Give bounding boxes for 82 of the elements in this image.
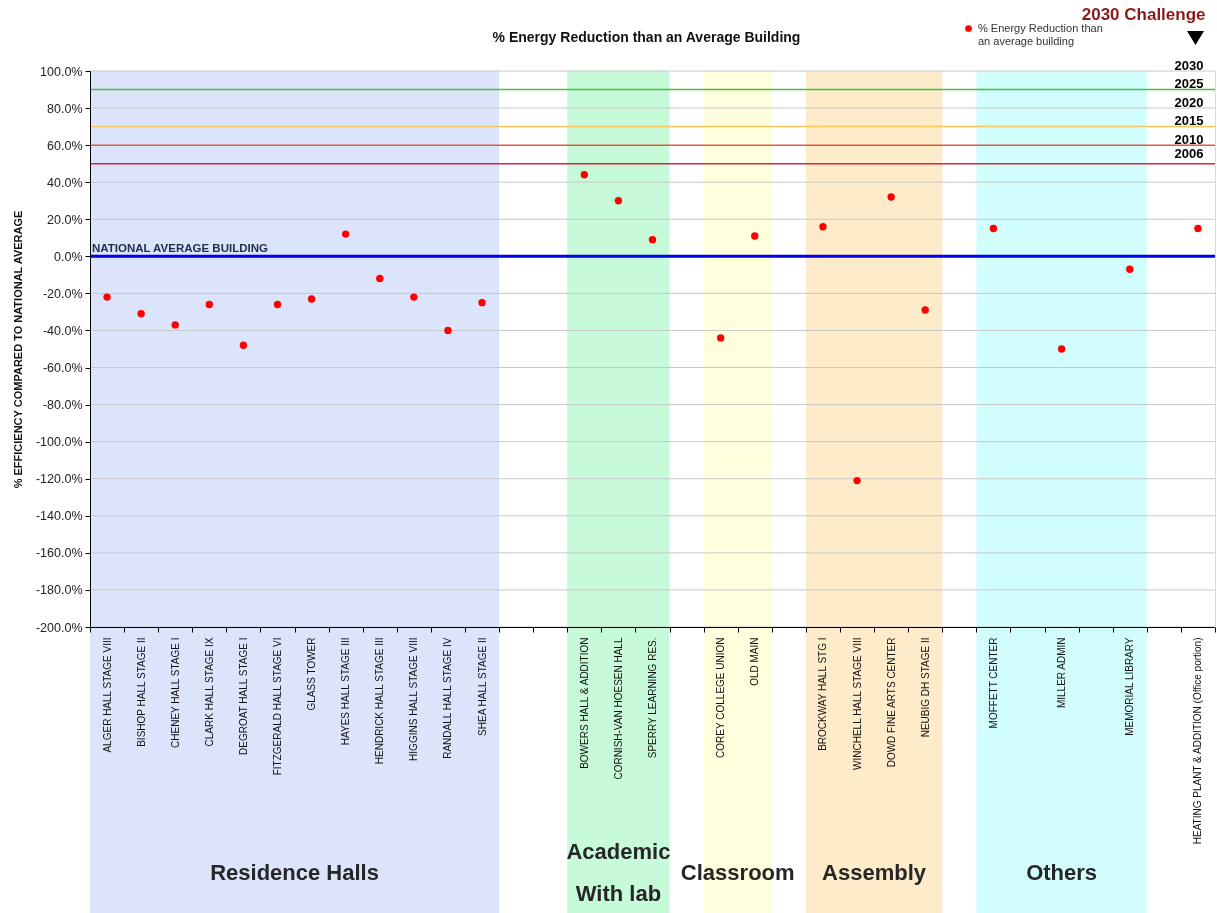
y-tick-label: 60.0%: [47, 138, 83, 153]
y-tick-label: -140.0%: [35, 509, 83, 524]
point: [205, 300, 214, 309]
point: [819, 222, 827, 231]
point: [989, 224, 998, 233]
point: [410, 293, 418, 301]
y2-tick-label: 2006: [1174, 146, 1204, 162]
x-tick-label: HENDRICK HALL STAGE III: [374, 637, 386, 765]
band-label: Residence Halls: [210, 860, 379, 885]
point: [853, 476, 861, 485]
x-tick-label: BISHOP HALL STAGE II: [135, 637, 147, 747]
x-tick-label: DEGROAT HALL STAGE I: [237, 637, 249, 755]
y-axis-title: % EFFICIENCY COMPARED TO NATIONAL AVERAGE: [11, 210, 24, 489]
band-label: Academic With lab: [566, 839, 671, 906]
y-tick-label: 20.0%: [47, 212, 83, 227]
x-tick-label: CORNISH-VAN HOESEN HALL: [612, 637, 624, 780]
x-tick-label: HAYES HALL STAGE III: [340, 637, 352, 746]
point: [273, 300, 282, 309]
band-label: Classroom: [680, 860, 795, 885]
y2-axis-title: 2030 Challenge: [1081, 4, 1206, 24]
point: [239, 341, 248, 349]
x-tick-label: BROCKWAY HALL STG I: [817, 637, 829, 751]
point: [716, 334, 725, 342]
y-tick-label: -180.0%: [35, 583, 83, 598]
x-tick-label: MEMORIAL LIBRARY: [1124, 637, 1136, 736]
x-tick-label: MOFFETT CENTER: [987, 637, 999, 729]
y2-tick-label: 2015: [1174, 113, 1204, 129]
x-tick-label: MILLER ADMIN: [1056, 637, 1068, 709]
y-tick-label: 40.0%: [47, 175, 83, 190]
point: [478, 298, 486, 307]
y2-tick-label: 2025: [1174, 76, 1204, 92]
point: [171, 321, 179, 329]
x-tick-label: FITZGERALD HALL STAGE VI: [272, 637, 283, 776]
y2-tick-label: 2020: [1174, 94, 1204, 110]
band-label: Assembly: [822, 860, 927, 885]
y-tick-label: 80.0%: [47, 101, 83, 116]
point: [751, 232, 759, 240]
y-tick-label: 0.0%: [54, 249, 83, 264]
point: [1126, 265, 1134, 274]
point: [376, 274, 384, 283]
x-tick-label: SHEA HALL STAGE II: [476, 637, 488, 736]
y-tick-label: -20.0%: [42, 286, 83, 301]
point: [137, 310, 145, 318]
x-tick-label: NEUBIG DH STAGE II: [919, 637, 931, 738]
x-tick-label: CLARK HALL STAGE IX: [203, 637, 215, 747]
point: [341, 230, 350, 238]
ref-line-label: NATIONAL AVERAGE BUILDING: [92, 242, 268, 255]
x-tick-label: HIGGINS HALL STAGE VIII: [408, 637, 420, 761]
y2-tick-label: 2010: [1174, 131, 1204, 147]
x-tick-label: BOWERS HALL & ADDITION: [578, 637, 590, 769]
x-tick-label: RANDALL HALL STAGE IV: [442, 637, 454, 759]
x-tick-label: HEATING PLANT & ADDITION (Office portion): [1192, 637, 1204, 845]
x-tick-label: SPERRY LEARNING RES.: [647, 637, 658, 759]
x-tick-label: COREY COLLEGE UNION: [715, 637, 727, 758]
y2-tick-label: 2030: [1174, 57, 1204, 73]
point: [1057, 345, 1066, 353]
y-tick-label: -120.0%: [35, 472, 83, 487]
x-tick-label: CHENEY HALL STAGE I: [169, 637, 181, 748]
legend-label: % Energy Reduction than an average building: [978, 21, 1103, 47]
band-label: Others: [1026, 860, 1098, 885]
point: [103, 293, 111, 301]
point: [887, 193, 895, 201]
y-tick-label: -160.0%: [35, 546, 83, 561]
point: [1194, 224, 1202, 233]
point: [444, 326, 452, 335]
y-tick-label: -200.0%: [35, 620, 83, 635]
x-tick-label: ALGER HALL STAGE VIII: [101, 637, 113, 753]
y-tick-label: 100.0%: [40, 64, 83, 79]
y-tick-label: -60.0%: [42, 361, 83, 376]
point: [648, 235, 657, 244]
y-tick-label: -100.0%: [35, 435, 83, 450]
x-tick-label: DOWD FINE ARTS CENTER: [885, 637, 897, 768]
x-tick-label: OLD MAIN: [749, 637, 761, 686]
y-tick-label: -40.0%: [42, 323, 83, 338]
point: [580, 171, 589, 179]
y-tick-label: -80.0%: [42, 398, 83, 413]
chart-title: % Energy Reduction than an Average Building: [492, 29, 801, 45]
x-tick-label: WINCHELL HALL STAGE VIII: [851, 637, 863, 770]
point: [307, 295, 316, 303]
point: [921, 306, 929, 314]
x-tick-label: GLASS TOWER: [306, 637, 318, 711]
point: [614, 197, 623, 205]
